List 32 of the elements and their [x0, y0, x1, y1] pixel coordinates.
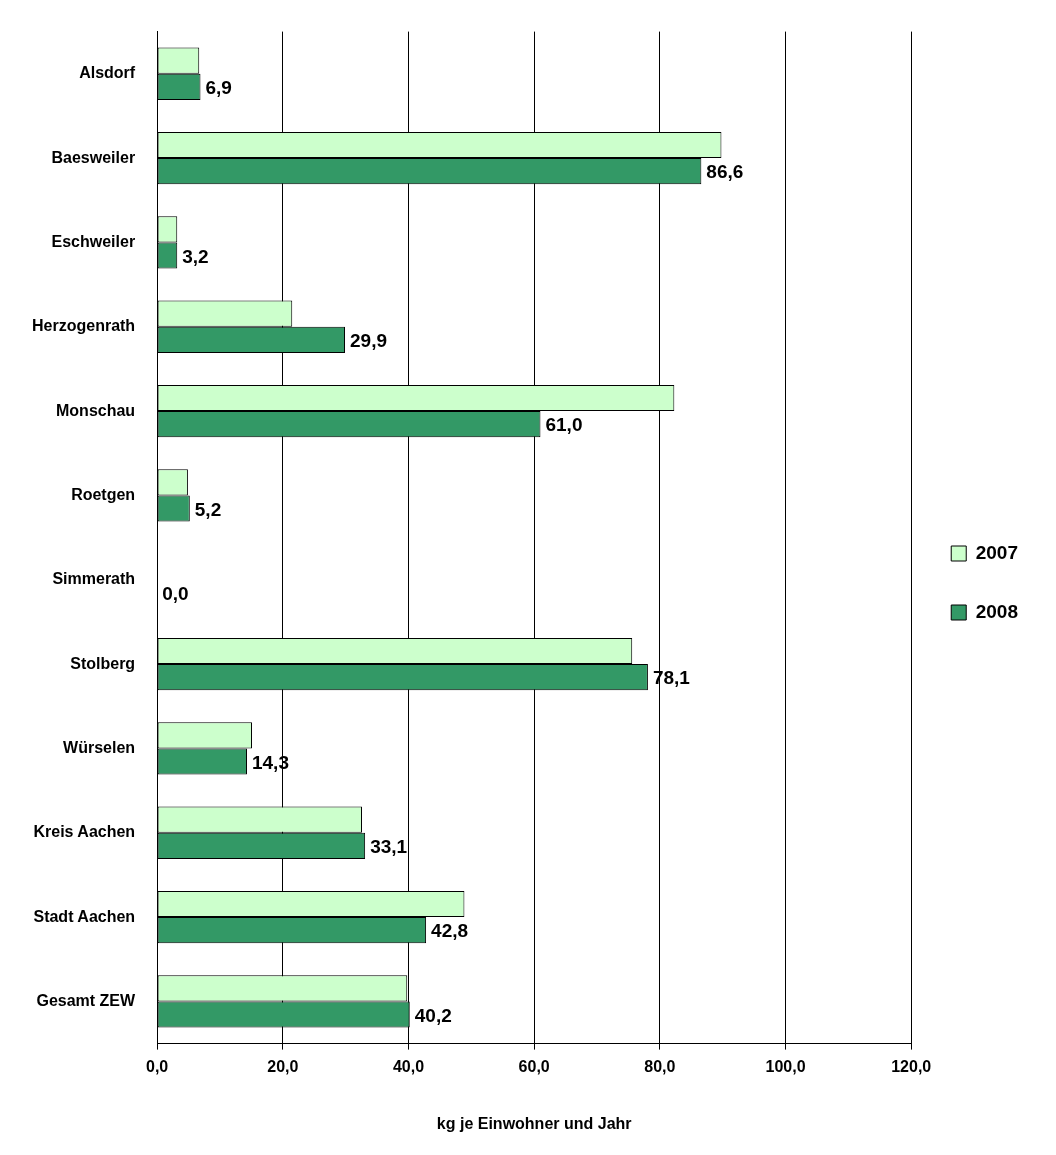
data-label: 0,0	[162, 583, 189, 605]
x-tick-label: 20,0	[267, 1057, 299, 1075]
x-tick-label: 0,0	[146, 1057, 169, 1075]
data-label: 33,1	[370, 836, 408, 858]
data-label: 40,2	[414, 1004, 452, 1026]
x-tick-label: 60,0	[518, 1057, 550, 1075]
y-tick-label: Herzogenrath	[32, 317, 136, 335]
x-tick-label: 100,0	[765, 1057, 806, 1075]
x-tick-label: 80,0	[644, 1057, 676, 1075]
data-label: 3,2	[182, 245, 209, 267]
data-label: 5,2	[194, 498, 222, 520]
y-tick-label: Alsdorf	[79, 64, 136, 82]
x-axis-title: kg je Einwohner und Jahr	[436, 1114, 632, 1132]
y-tick-label: Roetgen	[71, 485, 136, 503]
y-tick-label: Monschau	[56, 401, 136, 419]
y-tick-label: Stolberg	[70, 654, 136, 672]
y-tick-label: Baesweiler	[51, 148, 136, 166]
legend-label: 2007	[975, 541, 1019, 563]
y-tick-label: Kreis Aachen	[33, 823, 136, 841]
x-tick-label: 120,0	[891, 1057, 932, 1075]
y-tick-label: Eschweiler	[51, 232, 136, 250]
data-label: 42,8	[431, 920, 469, 942]
y-tick-label: Gesamt ZEW	[36, 991, 137, 1009]
data-label: 6,9	[205, 77, 232, 99]
x-tick-label: 40,0	[392, 1057, 425, 1075]
data-label: 29,9	[350, 330, 388, 352]
legend-label: 2008	[975, 600, 1019, 622]
data-label: 86,6	[706, 161, 744, 183]
data-label: 61,0	[545, 414, 583, 436]
y-tick-label: Simmerath	[52, 570, 136, 588]
y-tick-label: Würselen	[63, 738, 136, 756]
y-tick-label: Stadt Aachen	[33, 907, 136, 925]
